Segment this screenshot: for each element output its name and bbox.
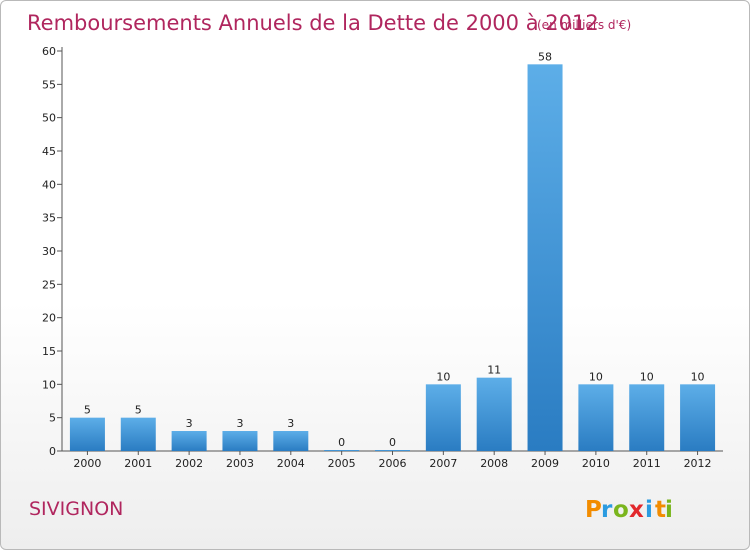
logo-letter: t <box>655 497 666 523</box>
bar-2005 <box>324 450 360 451</box>
y-tick-label: 25 <box>42 278 56 291</box>
x-tick-label: 2000 <box>73 457 101 470</box>
logo-letter: r <box>601 497 613 523</box>
bar-2008 <box>476 377 512 451</box>
y-tick-label: 55 <box>42 78 56 91</box>
chart-subtitle: (en milliers d'€) <box>537 18 631 32</box>
data-label-2000: 5 <box>84 404 91 417</box>
chart-title: Remboursements Annuels de la Dette de 20… <box>27 11 599 35</box>
logo-letter: P <box>585 497 602 523</box>
y-tick-label: 5 <box>49 412 56 425</box>
y-tick-label: 60 <box>42 45 56 58</box>
data-label-2011: 10 <box>640 370 654 383</box>
y-tick-label: 50 <box>42 112 56 125</box>
data-label-2010: 10 <box>589 370 603 383</box>
data-label-2009: 58 <box>538 50 552 63</box>
y-tick-label: 10 <box>42 378 56 391</box>
logo-letter: i <box>665 497 673 523</box>
y-tick-label: 30 <box>42 245 56 258</box>
x-tick-label: 2008 <box>480 457 508 470</box>
y-tick-label: 45 <box>42 145 56 158</box>
y-tick-label: 20 <box>42 312 56 325</box>
bar-2010 <box>578 384 614 451</box>
x-tick-label: 2011 <box>633 457 661 470</box>
y-tick-label: 40 <box>42 178 56 191</box>
y-tick-label: 35 <box>42 212 56 225</box>
bar-2004 <box>273 431 309 451</box>
data-label-2012: 10 <box>691 370 705 383</box>
data-label-2003: 3 <box>236 417 243 430</box>
x-tick-label: 2010 <box>582 457 610 470</box>
data-label-2008: 11 <box>487 364 501 377</box>
x-tick-label: 2002 <box>175 457 203 470</box>
bar-2006 <box>375 450 410 451</box>
y-tick-label: 0 <box>49 445 56 458</box>
bar-2003 <box>222 431 258 451</box>
x-axis: 2000 2001 2002 2003 2004 2005 2006 2007 2008 2009… <box>62 450 723 470</box>
y-tick-label: 15 <box>42 345 56 358</box>
bar-2007 <box>425 384 461 451</box>
x-tick-label: 2007 <box>429 457 457 470</box>
bar-2000 <box>69 417 105 451</box>
x-tick-label: 2006 <box>379 457 407 470</box>
bar-2011 <box>629 384 665 451</box>
data-label-2006: 0 <box>389 436 396 449</box>
data-label-2007: 10 <box>436 370 450 383</box>
x-tick-label: 2012 <box>684 457 712 470</box>
bars: 5 5 3 3 3 0 0 10 11 58 10 10 10 <box>69 50 716 452</box>
logo-letter: i <box>645 497 653 523</box>
x-tick-label: 2003 <box>226 457 254 470</box>
data-label-2001: 5 <box>135 404 142 417</box>
x-tick-label: 2009 <box>531 457 559 470</box>
bar-2002 <box>171 431 207 451</box>
place-name: SIVIGNON <box>29 498 123 520</box>
x-tick-label: 2005 <box>328 457 356 470</box>
logo-letter: x <box>629 497 644 523</box>
bar-2009 <box>527 64 563 452</box>
x-tick-label: 2001 <box>124 457 152 470</box>
bar-2012 <box>680 384 716 451</box>
logo-letter: o <box>613 497 629 523</box>
bar-2001 <box>120 417 156 451</box>
data-label-2005: 0 <box>338 436 345 449</box>
y-axis: 0 5 10 15 20 25 30 35 40 45 50 55 60 <box>42 45 63 458</box>
data-label-2004: 3 <box>287 417 294 430</box>
data-label-2002: 3 <box>186 417 193 430</box>
x-tick-label: 2004 <box>277 457 305 470</box>
